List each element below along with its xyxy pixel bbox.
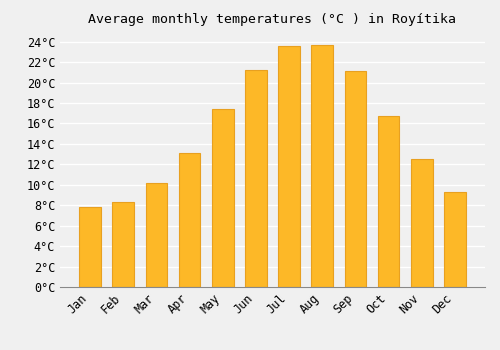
Bar (344, 71, 366, 287)
Bar (146, 183, 167, 287)
Bar (278, 46, 300, 287)
Bar (112, 202, 134, 287)
Bar (245, 70, 266, 287)
Bar (212, 109, 234, 287)
Bar (80, 207, 101, 287)
Bar (378, 116, 400, 287)
Bar (312, 45, 333, 287)
Bar (411, 159, 432, 287)
Bar (179, 153, 201, 287)
Title: Average monthly temperatures (°C ) in Royítika: Average monthly temperatures (°C ) in Ro… (88, 13, 456, 26)
Bar (444, 192, 466, 287)
